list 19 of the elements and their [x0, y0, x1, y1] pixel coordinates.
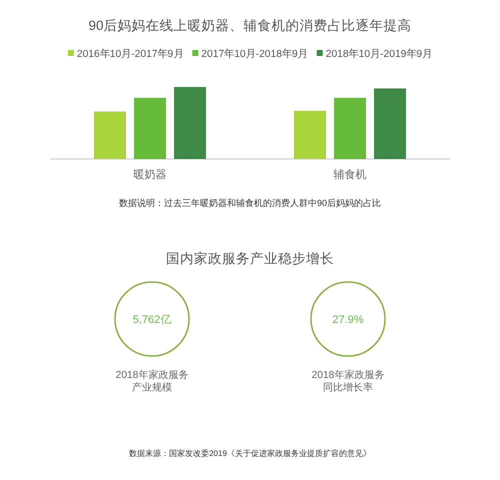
category-label: 2018年家政服务同比增长率: [312, 369, 384, 394]
x-tick-label: 暖奶器: [134, 168, 166, 181]
legend-label: 2018年10月-2019年9月: [326, 48, 432, 60]
text: 5,762亿: [132, 314, 172, 326]
bar: [374, 88, 406, 159]
text: 国内家政服务产业稳步增长: [166, 251, 334, 266]
text: 27.9%: [332, 314, 364, 326]
category-label: 2018年家政服务产业规模: [116, 369, 188, 394]
source-note: 数据来源：国家发改委2019《关于促进家政服务业提质扩容的意见》: [129, 449, 371, 458]
x-tick-label: 辅食机: [334, 169, 366, 181]
bar: [134, 98, 166, 159]
legend-label: 2016年10月-2017年9月: [76, 48, 184, 60]
chart-title: 90后妈妈在线上暖奶器、辅食机的消费占比逐年提高: [88, 18, 412, 33]
bar: [94, 111, 126, 159]
bar: [174, 87, 206, 159]
bar: [334, 98, 366, 159]
legend-label: 2017年10月-2018年9月: [201, 48, 308, 60]
text: 数据说明：过去三年暖奶器和辅食机的消费人群中90后妈妈的占比: [118, 198, 382, 208]
bar: [294, 110, 326, 159]
